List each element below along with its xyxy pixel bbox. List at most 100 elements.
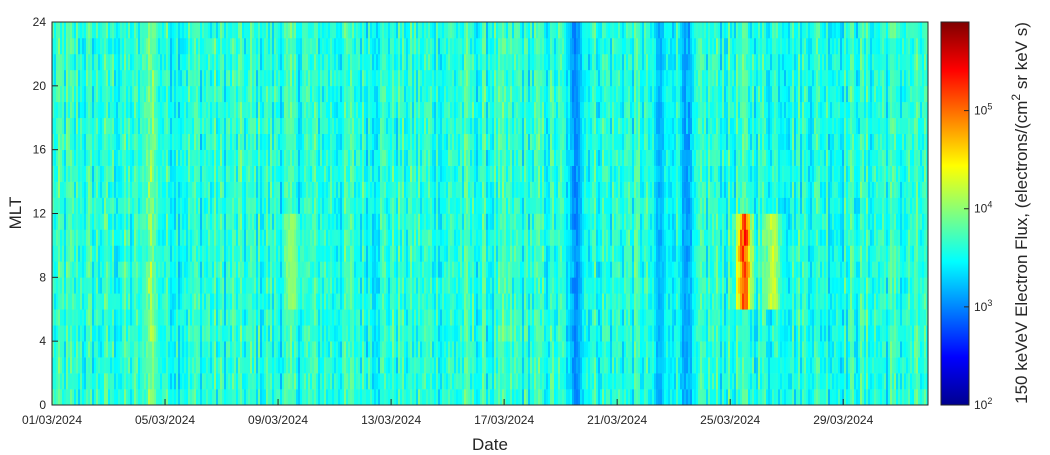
heatmap-cell <box>452 245 455 262</box>
heatmap-cell <box>166 293 169 310</box>
heatmap-cell <box>296 245 299 262</box>
heatmap-cell <box>250 181 253 198</box>
heatmap-cell <box>380 69 383 87</box>
heatmap-cell <box>326 69 329 87</box>
heatmap-cell <box>224 22 227 39</box>
heatmap-cell <box>398 117 401 135</box>
heatmap-cell <box>104 293 107 310</box>
heatmap-cell <box>250 22 253 39</box>
heatmap-cell <box>398 277 401 294</box>
heatmap-cell <box>314 69 317 87</box>
heatmap-cell <box>122 325 125 342</box>
heatmap-cell <box>446 229 449 246</box>
heatmap-cell <box>82 22 85 39</box>
heatmap-cell <box>248 277 251 294</box>
heatmap-cell <box>338 309 341 326</box>
heatmap-cell <box>454 37 457 55</box>
heatmap-cell <box>108 133 111 150</box>
heatmap-cell <box>442 37 445 55</box>
heatmap-cell <box>376 277 379 294</box>
heatmap-cell <box>384 165 387 182</box>
heatmap-cell <box>358 309 361 326</box>
heatmap-cell <box>310 133 313 150</box>
heatmap-cell <box>426 22 429 39</box>
heatmap-cell <box>286 213 289 230</box>
heatmap-cell <box>364 165 367 182</box>
heatmap-cell <box>158 197 161 214</box>
heatmap-cell <box>158 229 161 246</box>
heatmap-cell <box>388 325 391 342</box>
heatmap-cell <box>56 37 59 55</box>
heatmap-cell <box>102 373 105 390</box>
heatmap-cell <box>302 261 305 278</box>
heatmap-cell <box>94 101 97 119</box>
heatmap-cell <box>264 53 267 71</box>
heatmap-cell <box>164 101 167 119</box>
heatmap-cell <box>380 37 383 55</box>
heatmap-cell <box>150 69 153 87</box>
heatmap-cell <box>168 213 171 230</box>
heatmap-cell <box>440 261 443 278</box>
heatmap-cell <box>126 245 129 262</box>
heatmap-cell <box>282 69 285 87</box>
heatmap-cell <box>290 37 293 55</box>
heatmap-cell <box>90 197 93 214</box>
heatmap-cell <box>444 309 447 326</box>
heatmap-cell <box>220 229 223 246</box>
heatmap-cell <box>214 229 217 246</box>
heatmap-cell <box>262 22 265 39</box>
heatmap-cell <box>154 69 157 87</box>
heatmap-cell <box>56 277 59 294</box>
heatmap-cell <box>126 37 129 55</box>
heatmap-cell <box>466 181 469 198</box>
heatmap-cell <box>306 53 309 71</box>
heatmap-cell <box>234 69 237 87</box>
heatmap-cell <box>428 37 431 55</box>
heatmap-cell <box>62 101 65 119</box>
heatmap-cell <box>292 53 295 71</box>
heatmap-cell <box>82 165 85 182</box>
heatmap-cell <box>192 213 195 230</box>
heatmap-cell <box>114 357 117 374</box>
heatmap-cell <box>448 165 451 182</box>
heatmap-cell <box>178 229 181 246</box>
heatmap-cell <box>190 309 193 326</box>
heatmap-cell <box>268 117 271 135</box>
heatmap-cell <box>84 85 87 103</box>
heatmap-cell <box>102 22 105 39</box>
heatmap-cell <box>404 69 407 87</box>
heatmap-cell <box>252 117 255 135</box>
heatmap-cell <box>464 69 467 87</box>
heatmap-cell <box>458 53 461 71</box>
heatmap-cell <box>432 37 435 55</box>
heatmap-cell <box>442 85 445 103</box>
heatmap-cell <box>66 197 69 214</box>
heatmap-cell <box>128 261 131 278</box>
heatmap-cell <box>394 101 397 119</box>
heatmap-cell <box>324 53 327 71</box>
heatmap-cell <box>148 357 151 374</box>
heatmap-cell <box>80 293 83 310</box>
heatmap-cell <box>422 261 425 278</box>
heatmap-cell <box>420 357 423 374</box>
heatmap-cell <box>216 85 219 103</box>
heatmap-cell <box>380 165 383 182</box>
heatmap-cell <box>90 117 93 135</box>
heatmap-cell <box>188 69 191 87</box>
heatmap-cell <box>248 229 251 246</box>
heatmap-cell <box>460 181 463 198</box>
heatmap-cell <box>212 197 215 214</box>
heatmap-cell <box>208 309 211 326</box>
heatmap-cell <box>376 181 379 198</box>
heatmap-cell <box>170 245 173 262</box>
heatmap-cell <box>378 22 381 39</box>
heatmap-cell <box>106 149 109 166</box>
heatmap-cell <box>358 181 361 198</box>
heatmap-cell <box>112 373 115 390</box>
heatmap-cell <box>348 373 351 390</box>
heatmap-cell <box>466 229 469 246</box>
heatmap-cell <box>72 149 75 166</box>
heatmap-cell <box>82 53 85 71</box>
heatmap-cell <box>350 245 353 262</box>
heatmap-cell <box>74 197 77 214</box>
